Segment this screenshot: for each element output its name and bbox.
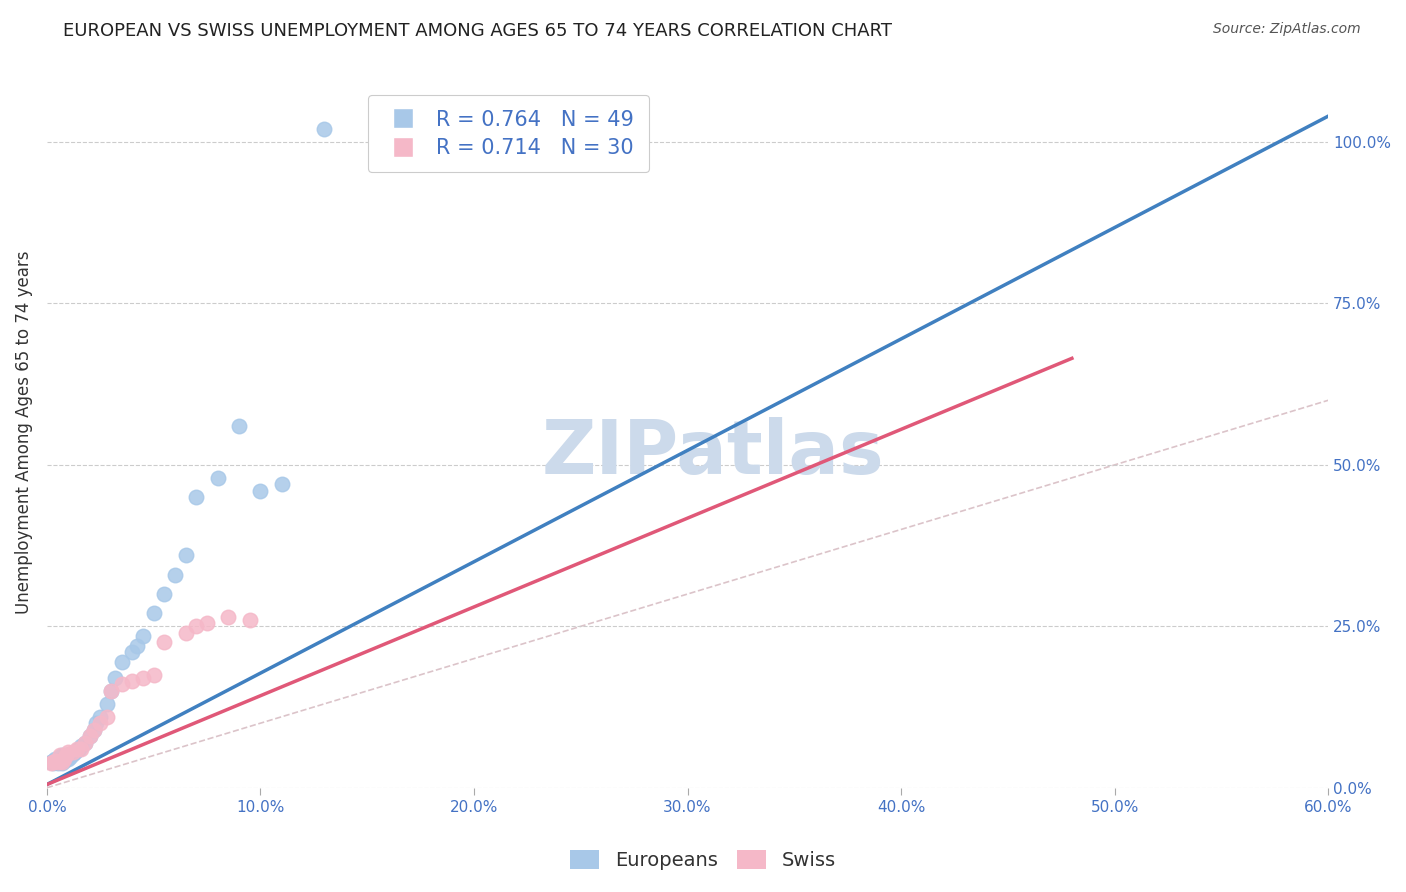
- Point: [39, 755, 62, 769]
- Point: [96, 710, 118, 724]
- Point: [51, 754, 73, 768]
- Point: [132, 629, 155, 643]
- Point: [55, 748, 77, 763]
- Point: [89, 716, 111, 731]
- Point: [46, 756, 69, 771]
- Point: [100, 684, 122, 698]
- Point: [453, 128, 475, 143]
- Point: [75, 735, 97, 749]
- Point: [89, 710, 111, 724]
- Point: [79, 729, 101, 743]
- Point: [46, 752, 69, 766]
- Point: [121, 674, 143, 689]
- Point: [270, 477, 292, 491]
- Text: EUROPEAN VS SWISS UNEMPLOYMENT AMONG AGES 65 TO 74 YEARS CORRELATION CHART: EUROPEAN VS SWISS UNEMPLOYMENT AMONG AGE…: [63, 22, 893, 40]
- Point: [83, 723, 105, 737]
- Point: [44, 752, 66, 766]
- Point: [51, 755, 73, 769]
- Point: [142, 607, 165, 621]
- Point: [388, 128, 411, 143]
- Point: [67, 742, 90, 756]
- Point: [48, 748, 70, 763]
- Point: [249, 483, 271, 498]
- Point: [96, 697, 118, 711]
- Point: [55, 748, 77, 763]
- Text: ZIPatlas: ZIPatlas: [541, 417, 884, 491]
- Point: [42, 755, 65, 769]
- Point: [174, 625, 197, 640]
- Point: [228, 419, 250, 434]
- Point: [121, 645, 143, 659]
- Point: [163, 567, 186, 582]
- Point: [132, 671, 155, 685]
- Point: [48, 755, 70, 769]
- Point: [314, 122, 336, 136]
- Point: [58, 752, 80, 766]
- Point: [46, 755, 69, 769]
- Point: [66, 743, 89, 757]
- Point: [111, 677, 134, 691]
- Legend: Europeans, Swiss: Europeans, Swiss: [562, 842, 844, 878]
- Legend: R = 0.764   N = 49, R = 0.714   N = 30: R = 0.764 N = 49, R = 0.714 N = 30: [367, 95, 648, 172]
- Point: [52, 752, 75, 766]
- Point: [70, 739, 93, 753]
- Point: [48, 749, 70, 764]
- Point: [207, 471, 229, 485]
- Point: [59, 749, 82, 764]
- Point: [52, 754, 75, 768]
- Point: [83, 723, 105, 737]
- Point: [100, 684, 122, 698]
- Point: [48, 754, 70, 768]
- Point: [58, 745, 80, 759]
- Point: [51, 756, 73, 771]
- Point: [62, 747, 84, 761]
- Point: [142, 667, 165, 681]
- Point: [111, 655, 134, 669]
- Point: [217, 609, 239, 624]
- Point: [42, 756, 65, 771]
- Y-axis label: Unemployment Among Ages 65 to 74 years: Unemployment Among Ages 65 to 74 years: [15, 251, 32, 615]
- Point: [48, 754, 70, 768]
- Point: [58, 748, 80, 763]
- Point: [44, 754, 66, 768]
- Point: [186, 490, 208, 504]
- Point: [39, 756, 62, 771]
- Point: [51, 748, 73, 763]
- Point: [174, 549, 197, 563]
- Point: [44, 755, 66, 769]
- Point: [63, 745, 86, 759]
- Point: [79, 729, 101, 743]
- Point: [125, 639, 148, 653]
- Point: [55, 752, 77, 766]
- Point: [153, 635, 176, 649]
- Point: [186, 619, 208, 633]
- Point: [104, 671, 127, 685]
- Text: Source: ZipAtlas.com: Source: ZipAtlas.com: [1213, 22, 1361, 37]
- Point: [153, 587, 176, 601]
- Point: [42, 754, 65, 768]
- Point: [66, 742, 89, 756]
- Point: [239, 613, 262, 627]
- Point: [409, 125, 432, 139]
- Point: [195, 616, 218, 631]
- Point: [46, 755, 69, 769]
- Point: [84, 716, 107, 731]
- Point: [70, 742, 93, 756]
- Point: [75, 735, 97, 749]
- Point: [62, 745, 84, 759]
